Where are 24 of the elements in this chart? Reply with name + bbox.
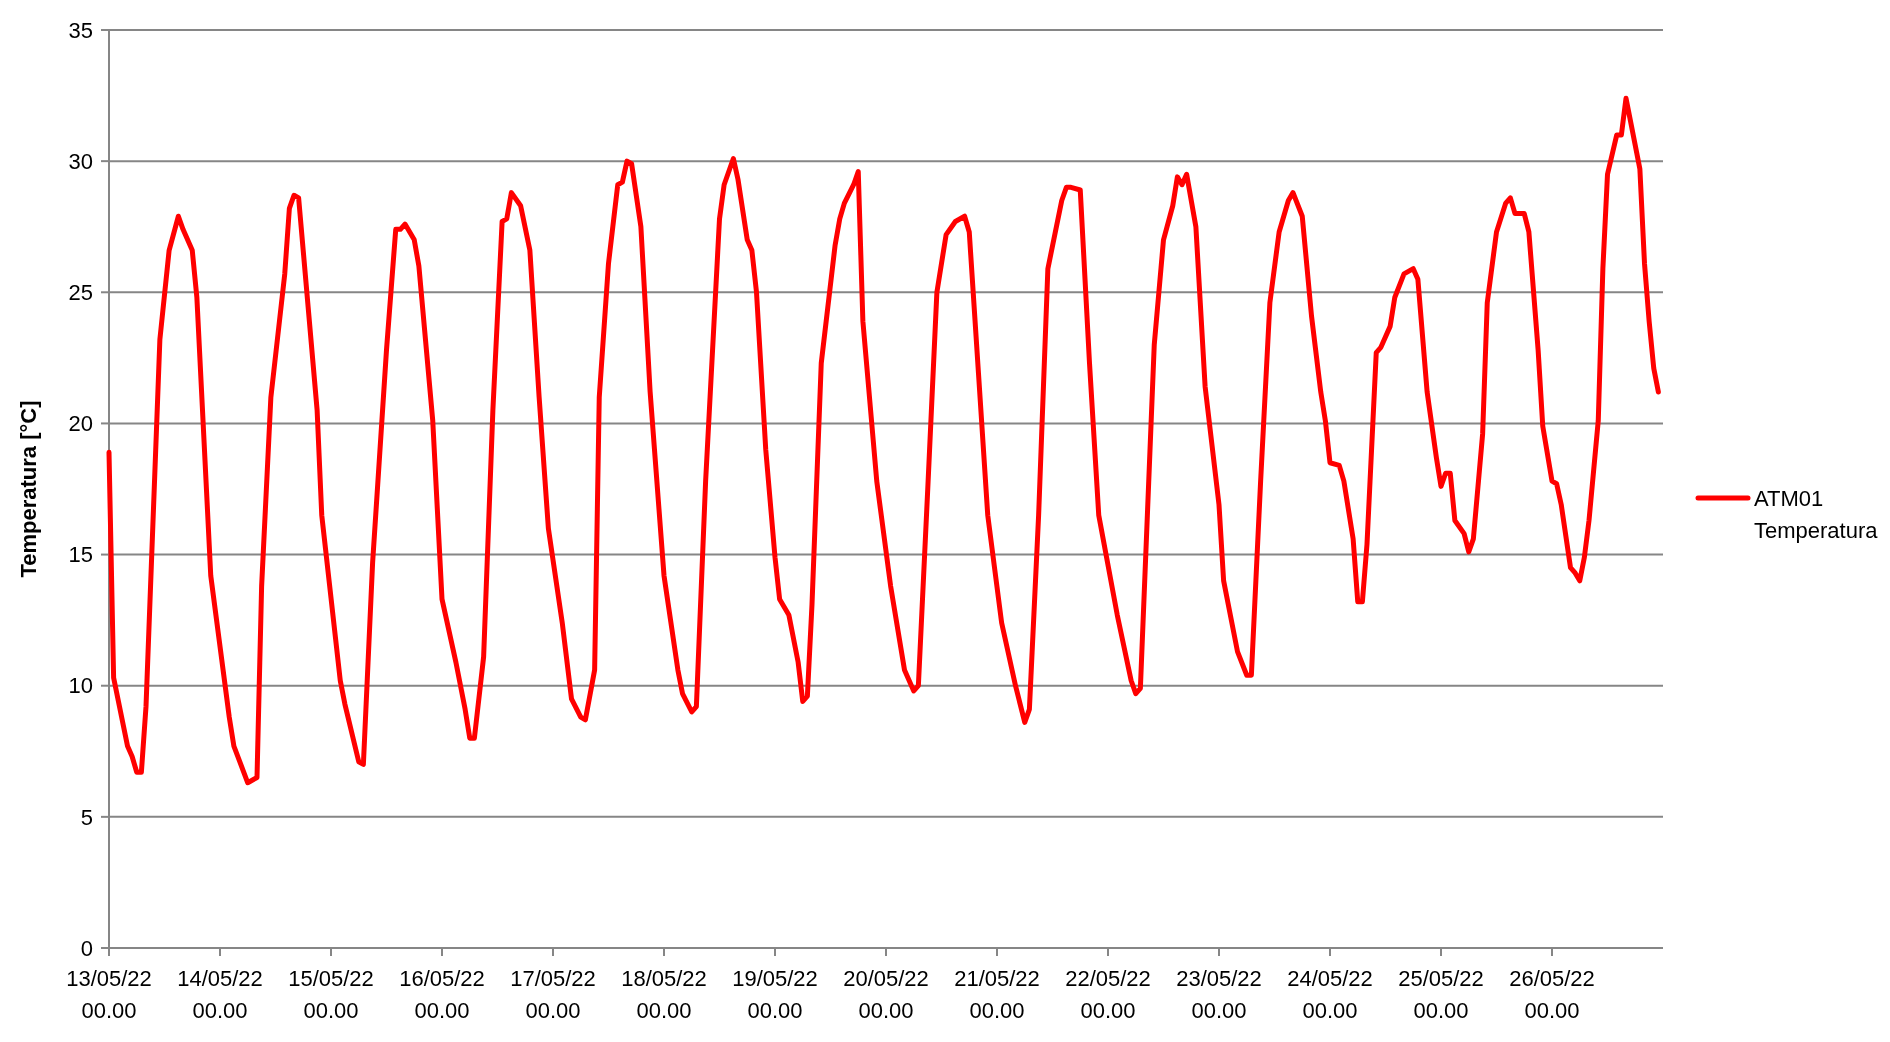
x-tick-label: 21/05/22 00.00 — [954, 966, 1040, 1023]
y-axis-title: Temperatura [°C] — [16, 400, 41, 578]
y-tick-label: 0 — [80, 935, 93, 961]
x-tick-label: 19/05/22 00.00 — [732, 966, 818, 1023]
y-tick-label: 35 — [68, 17, 93, 43]
x-tick-label: 18/05/22 00.00 — [621, 966, 707, 1023]
x-tick-label: 24/05/22 00.00 — [1287, 966, 1373, 1023]
legend-label: ATM01 Temperatura — [1754, 485, 1879, 543]
y-tick-label: 10 — [68, 673, 93, 699]
x-tick-label: 16/05/22 00.00 — [399, 966, 485, 1023]
y-tick-label: 20 — [68, 411, 93, 437]
x-tick-label: 15/05/22 00.00 — [288, 966, 374, 1023]
y-tick-label: 15 — [68, 542, 93, 568]
y-tick-label: 30 — [68, 148, 93, 174]
y-tick-label: 5 — [80, 804, 93, 830]
y-tick-label: 25 — [68, 279, 93, 305]
x-tick-label: 22/05/22 00.00 — [1065, 966, 1151, 1023]
x-tick-label: 26/05/22 00.00 — [1509, 966, 1595, 1023]
x-tick-label: 13/05/22 00.00 — [66, 966, 152, 1023]
x-tick-label: 17/05/22 00.00 — [510, 966, 596, 1023]
x-tick-label: 20/05/22 00.00 — [843, 966, 929, 1023]
x-tick-label: 25/05/22 00.00 — [1398, 966, 1484, 1023]
x-tick-label: 23/05/22 00.00 — [1176, 966, 1262, 1023]
x-tick-label: 14/05/22 00.00 — [177, 966, 263, 1023]
